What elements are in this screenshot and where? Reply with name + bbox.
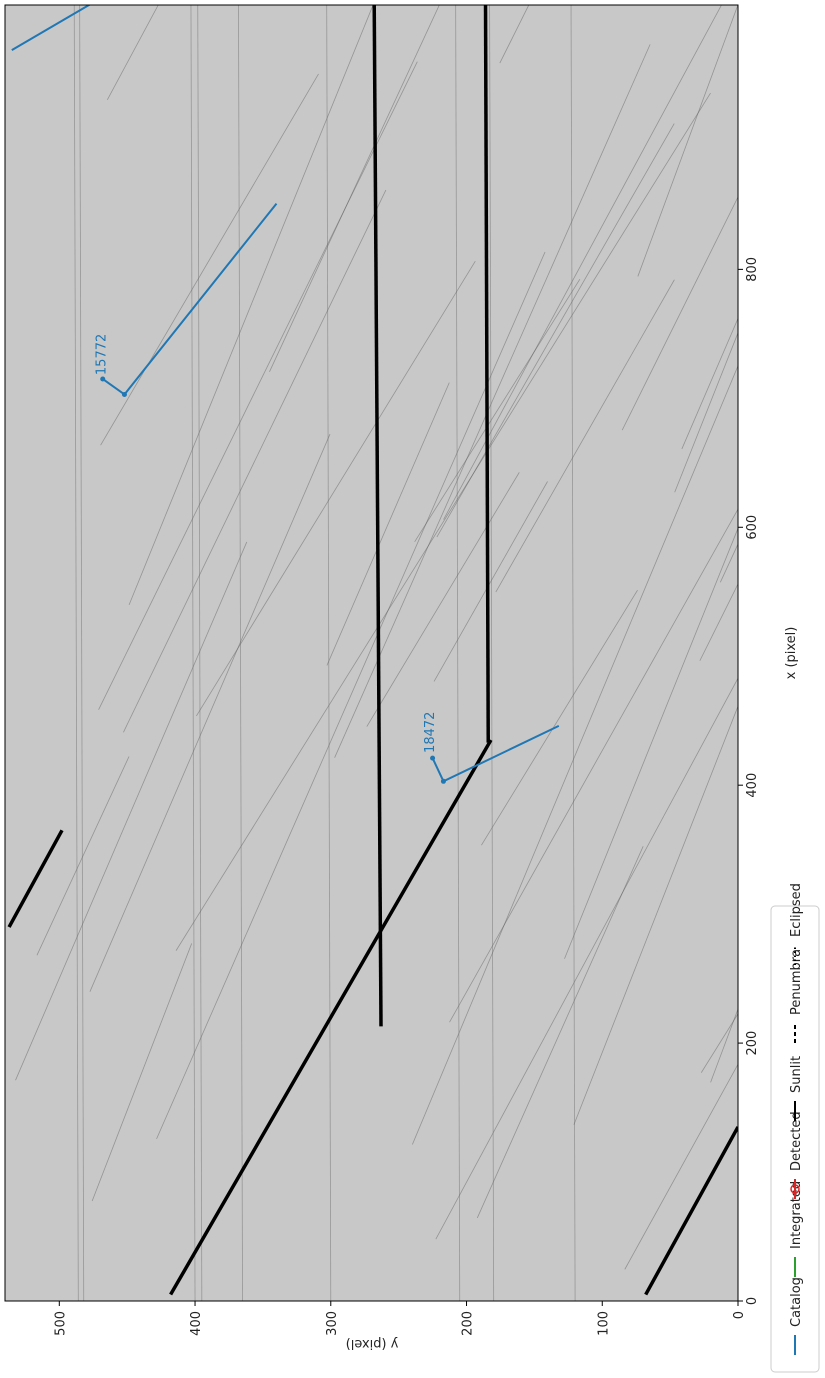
background-streak	[414, 279, 581, 543]
background-streak	[15, 541, 248, 1081]
catalog-marker	[430, 755, 436, 761]
background-streak	[433, 481, 548, 682]
background-streak	[476, 846, 644, 1219]
background-streak	[197, 5, 203, 1301]
background-streak	[128, 5, 374, 606]
catalog-marker	[100, 376, 106, 382]
y-tick-label: 300	[325, 1311, 340, 1336]
y-tick-label: 500	[53, 1311, 68, 1336]
catalog-marker	[121, 391, 127, 397]
background-streak	[156, 251, 546, 1140]
background-streak	[98, 61, 418, 710]
catalog-label: 15772	[94, 334, 109, 375]
x-tick-label: 600	[745, 515, 760, 540]
sunlit-streak	[644, 1126, 738, 1296]
legend-entry: Catalog	[789, 1277, 804, 1355]
background-streak	[36, 756, 130, 956]
background-streak	[100, 73, 319, 446]
background-streak	[481, 589, 638, 846]
y-tick-label: 0	[732, 1311, 747, 1319]
background-streak	[455, 5, 461, 1301]
background-streak	[710, 1007, 738, 1083]
background-streak	[674, 331, 738, 493]
legend-label: Penumbra	[789, 949, 804, 1015]
catalog-track	[11, 5, 91, 51]
background-streak	[564, 527, 738, 959]
legend-entry: Penumbra	[789, 949, 804, 1043]
y-tick-label: 100	[596, 1311, 611, 1336]
background-streak	[637, 5, 738, 277]
background-streak	[573, 705, 738, 1125]
background-streak	[79, 5, 85, 1301]
sunlit-streak	[372, 5, 383, 1027]
background-streak	[123, 189, 387, 733]
background-streak	[269, 5, 440, 372]
sunlit-streaks	[7, 5, 738, 1296]
plot-area	[5, 5, 738, 1301]
background-streak	[489, 5, 495, 1301]
background-streak	[190, 5, 196, 1301]
legend: Catalog Integrated Detected Sunlit Penumbra E…	[770, 883, 820, 1373]
background-streak	[624, 1063, 738, 1270]
legend-entry: Integrated	[789, 1181, 804, 1277]
catalog-marker	[440, 778, 446, 784]
background-streak	[238, 5, 243, 1301]
legend-label: Sunlit	[789, 1056, 804, 1093]
y-axis-label: y (pixel)	[346, 1336, 399, 1351]
background-streak	[326, 382, 450, 666]
x-tick-label: 200	[745, 1031, 760, 1056]
sunlit-streak	[7, 829, 64, 928]
background-streak	[681, 317, 738, 450]
catalog-label: 18472	[423, 712, 438, 753]
x-tick-label: 800	[745, 257, 760, 282]
y-axis-ticks: 0 100 200 300 400 500	[53, 1301, 747, 1336]
background-streak	[621, 196, 738, 431]
background-streak	[412, 364, 738, 1145]
catalog-tracks: 15772 18472	[11, 5, 560, 784]
background-streak	[326, 5, 332, 1301]
x-tick-label: 400	[745, 773, 760, 798]
background-streak	[449, 508, 738, 1023]
background-streaks	[15, 5, 738, 1301]
legend-marker	[790, 1184, 800, 1194]
background-streak	[366, 472, 520, 727]
y-tick-label: 400	[189, 1311, 204, 1336]
background-streak	[495, 279, 675, 593]
legend-label: Catalog	[789, 1277, 804, 1327]
background-streak	[175, 92, 711, 951]
background-streak	[436, 123, 675, 538]
background-streak	[699, 583, 738, 661]
background-streak	[334, 44, 651, 758]
legend-entry: Sunlit	[789, 1056, 804, 1121]
x-axis-ticks: 0 200 400 600 800	[738, 257, 760, 1305]
background-streak	[91, 943, 193, 1202]
legend-label: Detected	[789, 1111, 804, 1171]
legend-label: Integrated	[789, 1181, 804, 1249]
y-tick-label: 200	[461, 1311, 476, 1336]
sunlit-streak	[169, 739, 493, 1296]
background-streak	[73, 5, 79, 1301]
legend-frame	[770, 905, 820, 1373]
sunlit-streak	[483, 5, 490, 743]
background-streak	[443, 5, 722, 520]
legend-entry: Detected	[789, 1111, 804, 1199]
x-tick-label: 0	[745, 1297, 760, 1305]
plot-frame	[4, 4, 739, 1302]
background-streak	[89, 433, 331, 992]
legend-entry: Eclipsed	[789, 883, 804, 965]
background-streak	[196, 260, 476, 717]
legend-label: Eclipsed	[789, 883, 804, 937]
background-streak	[435, 677, 738, 1240]
background-streak	[570, 5, 576, 1301]
x-axis-label: x (pixel)	[784, 627, 799, 680]
